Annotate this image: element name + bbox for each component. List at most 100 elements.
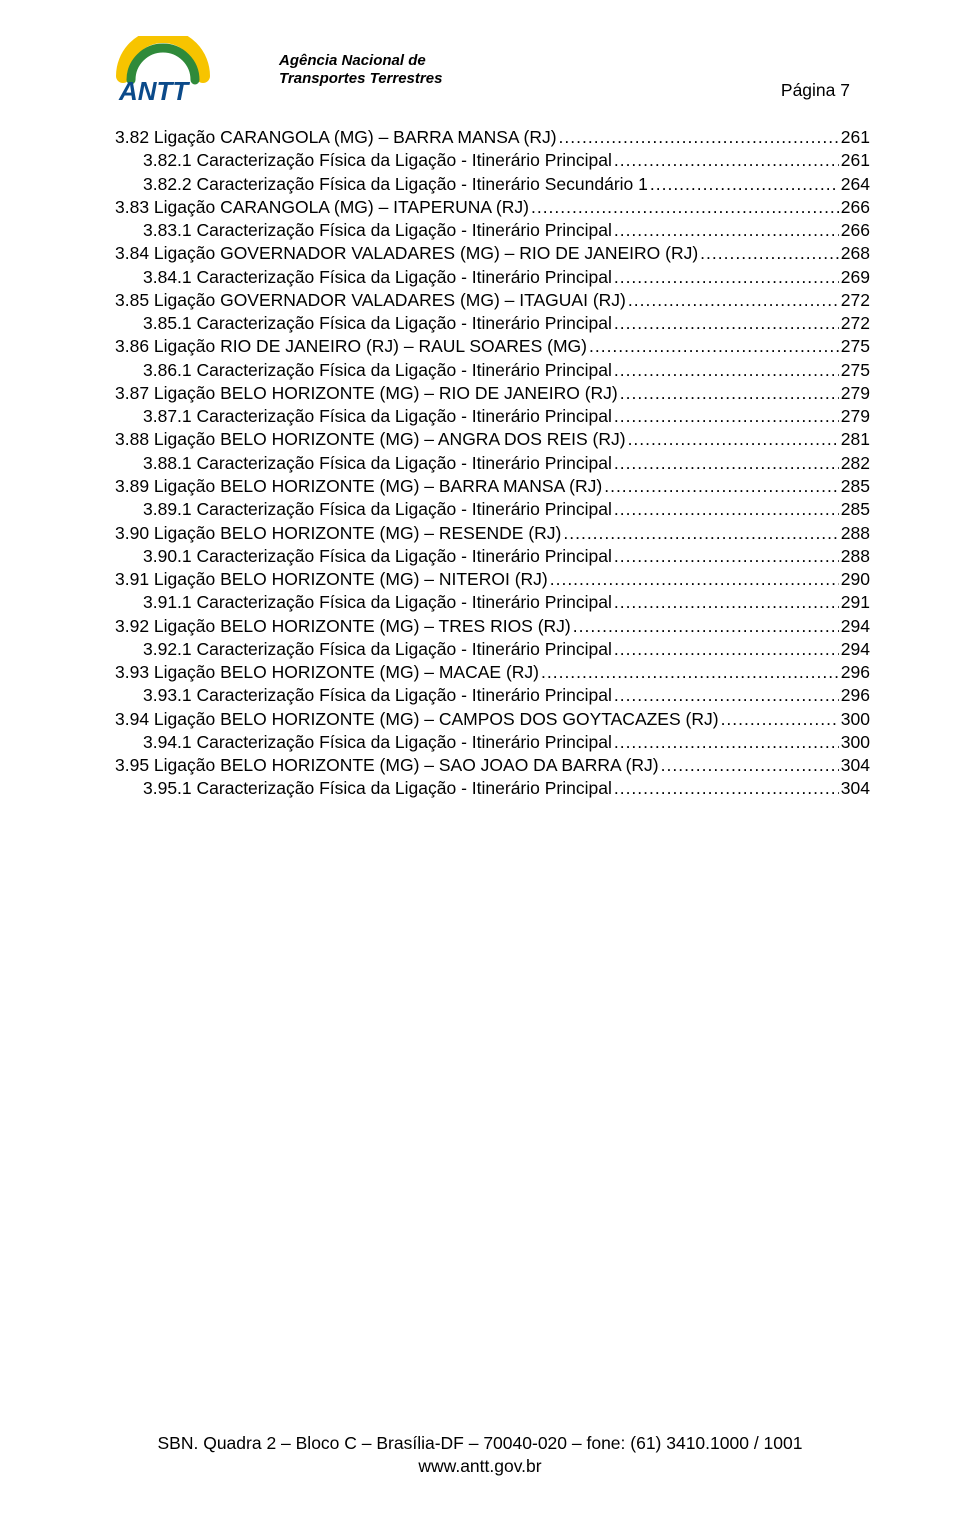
toc-label: 3.94.1 Caracterização Física da Ligação …	[143, 731, 612, 754]
logo-block: ANTT Agência Nacional de Transportes Ter…	[115, 36, 442, 104]
toc-row: 3.85 Ligação GOVERNADOR VALADARES (MG) –…	[115, 289, 870, 312]
toc-row: 3.87 Ligação BELO HORIZONTE (MG) – RIO D…	[115, 382, 870, 405]
toc-page: 288	[841, 545, 870, 568]
toc-row: 3.84.1 Caracterização Física da Ligação …	[115, 266, 870, 289]
toc-page: 300	[841, 708, 870, 731]
toc-leader-dots	[559, 126, 839, 149]
toc-leader-dots	[604, 475, 839, 498]
logo-text: ANTT	[118, 76, 190, 104]
toc-leader-dots	[614, 684, 839, 707]
toc-leader-dots	[614, 498, 839, 521]
toc-row: 3.87.1 Caracterização Física da Ligação …	[115, 405, 870, 428]
toc-label: 3.89 Ligação BELO HORIZONTE (MG) – BARRA…	[115, 475, 602, 498]
page-footer: SBN. Quadra 2 – Bloco C – Brasília-DF – …	[0, 1432, 960, 1479]
toc-row: 3.82.1 Caracterização Física da Ligação …	[115, 149, 870, 172]
toc-row: 3.95 Ligação BELO HORIZONTE (MG) – SAO J…	[115, 754, 870, 777]
toc-label: 3.90 Ligação BELO HORIZONTE (MG) – RESEN…	[115, 522, 561, 545]
toc-leader-dots	[541, 661, 839, 684]
toc-row: 3.83.1 Caracterização Física da Ligação …	[115, 219, 870, 242]
toc-row: 3.88 Ligação BELO HORIZONTE (MG) – ANGRA…	[115, 428, 870, 451]
toc-label: 3.85 Ligação GOVERNADOR VALADARES (MG) –…	[115, 289, 626, 312]
toc-page: 266	[841, 196, 870, 219]
toc-leader-dots	[614, 638, 839, 661]
toc-label: 3.84 Ligação GOVERNADOR VALADARES (MG) –…	[115, 242, 698, 265]
toc-leader-dots	[614, 219, 839, 242]
toc-label: 3.91 Ligação BELO HORIZONTE (MG) – NITER…	[115, 568, 548, 591]
toc-page: 275	[841, 359, 870, 382]
toc-page: 281	[841, 428, 870, 451]
toc-label: 3.82.2 Caracterização Física da Ligação …	[143, 173, 648, 196]
toc-row: 3.85.1 Caracterização Física da Ligação …	[115, 312, 870, 335]
toc-leader-dots	[614, 777, 839, 800]
toc-label: 3.88 Ligação BELO HORIZONTE (MG) – ANGRA…	[115, 428, 626, 451]
toc-label: 3.93.1 Caracterização Física da Ligação …	[143, 684, 612, 707]
toc-page: 294	[841, 638, 870, 661]
toc-row: 3.92.1 Caracterização Física da Ligação …	[115, 638, 870, 661]
footer-address: SBN. Quadra 2 – Bloco C – Brasília-DF – …	[0, 1432, 960, 1456]
toc-row: 3.92 Ligação BELO HORIZONTE (MG) – TRES …	[115, 615, 870, 638]
table-of-contents: 3.82 Ligação CARANGOLA (MG) – BARRA MANS…	[115, 126, 870, 801]
toc-page: 279	[841, 405, 870, 428]
toc-label: 3.86 Ligação RIO DE JANEIRO (RJ) – RAUL …	[115, 335, 587, 358]
toc-page: 269	[841, 266, 870, 289]
toc-row: 3.90 Ligação BELO HORIZONTE (MG) – RESEN…	[115, 522, 870, 545]
toc-label: 3.91.1 Caracterização Física da Ligação …	[143, 591, 612, 614]
toc-row: 3.93 Ligação BELO HORIZONTE (MG) – MACAE…	[115, 661, 870, 684]
toc-leader-dots	[614, 452, 839, 475]
toc-label: 3.88.1 Caracterização Física da Ligação …	[143, 452, 612, 475]
toc-leader-dots	[614, 312, 839, 335]
toc-label: 3.84.1 Caracterização Física da Ligação …	[143, 266, 612, 289]
toc-page: 272	[841, 312, 870, 335]
toc-label: 3.95 Ligação BELO HORIZONTE (MG) – SAO J…	[115, 754, 659, 777]
page-header: ANTT Agência Nacional de Transportes Ter…	[115, 36, 870, 104]
toc-row: 3.86 Ligação RIO DE JANEIRO (RJ) – RAUL …	[115, 335, 870, 358]
toc-page: 296	[841, 661, 870, 684]
toc-leader-dots	[614, 359, 839, 382]
toc-leader-dots	[614, 545, 839, 568]
toc-label: 3.93 Ligação BELO HORIZONTE (MG) – MACAE…	[115, 661, 539, 684]
toc-page: 261	[841, 126, 870, 149]
toc-label: 3.95.1 Caracterização Física da Ligação …	[143, 777, 612, 800]
toc-page: 268	[841, 242, 870, 265]
toc-page: 304	[841, 754, 870, 777]
toc-leader-dots	[614, 149, 839, 172]
toc-page: 279	[841, 382, 870, 405]
toc-leader-dots	[573, 615, 839, 638]
toc-page: 264	[841, 173, 870, 196]
toc-page: 290	[841, 568, 870, 591]
toc-label: 3.94 Ligação BELO HORIZONTE (MG) – CAMPO…	[115, 708, 719, 731]
toc-row: 3.83 Ligação CARANGOLA (MG) – ITAPERUNA …	[115, 196, 870, 219]
toc-leader-dots	[550, 568, 839, 591]
agency-name: Agência Nacional de Transportes Terrestr…	[279, 52, 442, 88]
toc-row: 3.91 Ligação BELO HORIZONTE (MG) – NITER…	[115, 568, 870, 591]
toc-page: 300	[841, 731, 870, 754]
toc-label: 3.83.1 Caracterização Física da Ligação …	[143, 219, 612, 242]
toc-leader-dots	[721, 708, 839, 731]
toc-row: 3.89 Ligação BELO HORIZONTE (MG) – BARRA…	[115, 475, 870, 498]
toc-label: 3.87.1 Caracterização Física da Ligação …	[143, 405, 612, 428]
toc-page: 285	[841, 475, 870, 498]
toc-leader-dots	[628, 289, 839, 312]
toc-leader-dots	[661, 754, 839, 777]
toc-leader-dots	[614, 405, 839, 428]
toc-row: 3.93.1 Caracterização Física da Ligação …	[115, 684, 870, 707]
toc-label: 3.90.1 Caracterização Física da Ligação …	[143, 545, 612, 568]
toc-leader-dots	[650, 173, 839, 196]
toc-page: 294	[841, 615, 870, 638]
toc-row: 3.88.1 Caracterização Física da Ligação …	[115, 452, 870, 475]
toc-label: 3.82.1 Caracterização Física da Ligação …	[143, 149, 612, 172]
toc-page: 304	[841, 777, 870, 800]
toc-row: 3.82.2 Caracterização Física da Ligação …	[115, 173, 870, 196]
toc-row: 3.82 Ligação CARANGOLA (MG) – BARRA MANS…	[115, 126, 870, 149]
page-number: Página 7	[781, 80, 850, 101]
toc-page: 282	[841, 452, 870, 475]
toc-label: 3.83 Ligação CARANGOLA (MG) – ITAPERUNA …	[115, 196, 529, 219]
toc-leader-dots	[563, 522, 838, 545]
toc-label: 3.85.1 Caracterização Física da Ligação …	[143, 312, 612, 335]
toc-page: 288	[841, 522, 870, 545]
footer-url: www.antt.gov.br	[0, 1455, 960, 1479]
toc-page: 285	[841, 498, 870, 521]
toc-page: 296	[841, 684, 870, 707]
toc-leader-dots	[700, 242, 839, 265]
toc-page: 272	[841, 289, 870, 312]
